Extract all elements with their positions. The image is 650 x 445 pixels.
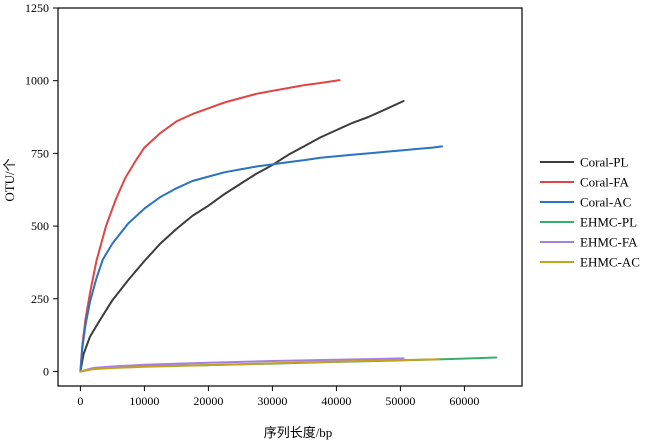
y-tick-label: 750 [31, 146, 49, 160]
x-tick-label: 30000 [257, 394, 287, 408]
plot-frame [57, 7, 523, 387]
legend-label: EHMC-AC [580, 255, 640, 270]
series-line-coral-ac [79, 145, 443, 373]
y-tick-label: 500 [31, 219, 49, 233]
legend-label: EHMC-PL [580, 215, 637, 230]
legend-label: Coral-AC [580, 195, 631, 210]
legend-label: EHMC-FA [580, 235, 638, 250]
legend-label: Coral-PL [580, 155, 628, 170]
x-tick-label: 0 [77, 394, 83, 408]
legend: Coral-PL Coral-FA Coral-AC EHMC-PL EHMC-FA EH… [540, 155, 640, 270]
series-line-coral-pl [79, 100, 405, 373]
axes: 0 10000 20000 30000 40000 50000 60000 0 250 500 75… [25, 1, 479, 408]
y-tick-label: 250 [31, 292, 49, 306]
x-tick-label: 40000 [321, 394, 351, 408]
series-line-coral-fa [79, 79, 341, 373]
y-tick-label: 0 [43, 364, 49, 378]
x-axis-label: 序列长度/bp [264, 425, 333, 440]
series-line-ehmc-ac [79, 358, 440, 373]
x-tick-label: 10000 [129, 394, 159, 408]
y-tick-label: 1250 [25, 1, 49, 15]
y-axis-label: OTU/个 [2, 158, 17, 201]
x-tick-label: 60000 [449, 394, 479, 408]
y-tick-label: 1000 [25, 74, 49, 88]
x-tick-label: 20000 [193, 394, 223, 408]
series-line-ehmc-fa [79, 357, 405, 373]
x-tick-label: 50000 [385, 394, 415, 408]
series-lines [79, 79, 498, 373]
plot-area-frame [57, 7, 523, 387]
legend-label: Coral-FA [580, 175, 629, 190]
